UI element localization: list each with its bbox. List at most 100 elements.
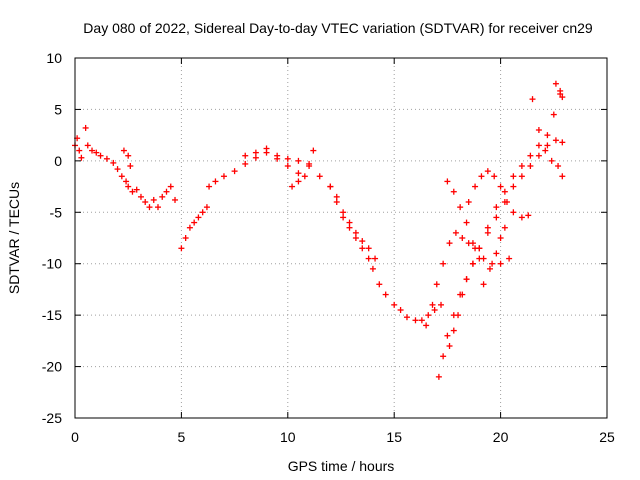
data-point <box>555 163 562 169</box>
data-point <box>484 229 491 236</box>
data-point <box>433 281 440 288</box>
data-point <box>518 163 525 169</box>
data-point <box>284 163 291 169</box>
data-point <box>493 204 500 211</box>
data-point <box>159 193 166 200</box>
data-point <box>252 149 259 156</box>
x-tick-label: 5 <box>178 429 186 445</box>
data-point <box>459 291 466 298</box>
data-point <box>535 152 542 159</box>
data-point <box>457 204 464 211</box>
data-point <box>552 137 559 144</box>
data-point <box>435 373 442 380</box>
data-point <box>559 173 566 180</box>
data-point <box>412 317 419 324</box>
x-tick-label: 25 <box>599 429 615 445</box>
data-point <box>452 229 459 236</box>
data-point <box>186 224 193 231</box>
y-tick-label: 5 <box>54 101 62 117</box>
y-tick-label: -25 <box>42 410 62 426</box>
data-point <box>359 238 366 245</box>
data-point <box>446 343 453 349</box>
data-point <box>480 281 487 288</box>
axis-ticks: 0 5 10 15 20 25 10 5 0 -5 -10 -15 -20 -25 <box>42 50 615 445</box>
data-point <box>535 127 542 133</box>
data-point <box>544 132 551 139</box>
data-point <box>559 139 566 146</box>
data-point <box>425 312 432 319</box>
data-point <box>203 204 210 211</box>
data-point <box>365 255 372 262</box>
data-point <box>469 240 476 247</box>
data-point <box>491 173 498 180</box>
y-axis-label: SDTVAR / TECUs <box>6 182 22 294</box>
data-point <box>78 154 85 161</box>
data-point <box>510 173 517 180</box>
data-point <box>346 224 353 231</box>
data-point <box>497 260 504 267</box>
data-point <box>333 199 340 205</box>
data-point <box>359 245 366 252</box>
data-point <box>493 250 500 257</box>
data-point <box>242 160 249 167</box>
data-point <box>484 224 491 231</box>
y-tick-label: -5 <box>50 204 63 220</box>
data-point <box>450 188 457 195</box>
data-point <box>403 314 410 321</box>
data-point <box>220 173 227 180</box>
data-point <box>557 87 564 94</box>
data-point <box>284 155 291 162</box>
data-point <box>289 183 296 190</box>
data-point <box>206 183 213 190</box>
data-point <box>327 183 334 190</box>
data-point <box>340 209 347 216</box>
x-tick-label: 10 <box>280 429 296 445</box>
data-point <box>444 178 451 185</box>
data-point <box>263 145 270 152</box>
data-point <box>212 178 219 185</box>
data-point <box>529 96 536 103</box>
data-point <box>518 214 525 221</box>
data-point <box>501 188 508 195</box>
data-point <box>93 149 100 156</box>
data-point <box>301 173 308 180</box>
data-point <box>559 94 566 101</box>
x-tick-label: 15 <box>386 429 402 445</box>
data-point <box>469 260 476 267</box>
data-point <box>274 155 281 162</box>
data-point <box>446 240 453 247</box>
data-point <box>252 154 259 161</box>
data-point <box>231 168 238 175</box>
data-point <box>195 214 202 221</box>
data-point <box>550 111 557 118</box>
data-point <box>484 168 491 175</box>
data-point <box>489 260 496 267</box>
data-point <box>444 332 451 339</box>
data-point <box>472 183 479 190</box>
data-point <box>463 276 470 283</box>
data-point <box>142 199 149 205</box>
data-point <box>476 245 483 252</box>
data-point <box>295 178 302 185</box>
data-point <box>154 204 161 211</box>
data-point <box>146 204 153 211</box>
data-point <box>459 235 466 241</box>
data-point <box>114 166 121 173</box>
data-point <box>486 265 493 272</box>
data-point <box>465 199 472 205</box>
data-point <box>418 317 425 324</box>
data-point <box>89 147 96 154</box>
data-point <box>376 281 383 288</box>
data-point <box>438 301 445 308</box>
data-point <box>163 188 170 195</box>
data-point <box>525 212 532 219</box>
data-point <box>84 142 91 149</box>
data-point <box>450 327 457 334</box>
data-point <box>423 322 430 329</box>
data-point <box>497 183 504 190</box>
data-point <box>527 152 534 159</box>
data-point <box>478 173 485 180</box>
chart-title: Day 080 of 2022, Sidereal Day-to-day VTE… <box>83 20 593 36</box>
data-point <box>493 214 500 221</box>
data-point <box>463 219 470 226</box>
